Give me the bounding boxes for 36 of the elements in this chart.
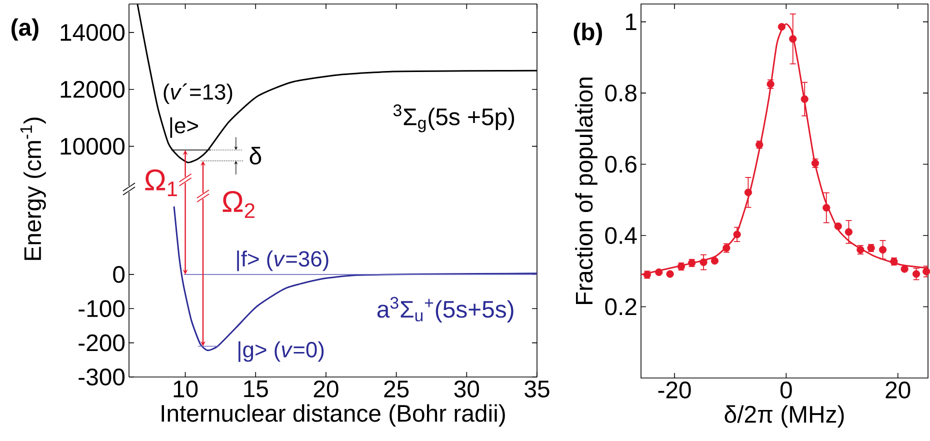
annotation: |f> (v=36) bbox=[237, 250, 328, 272]
x-tick-label: 0 bbox=[780, 382, 792, 398]
x-tick-label: 15 bbox=[244, 380, 268, 398]
annotation: Ω$_{2}$ bbox=[222, 190, 254, 218]
x-axis-title: δ/2π (MHz) bbox=[724, 405, 844, 428]
y-tick-label: 0.2 bbox=[605, 298, 636, 316]
x-tick-label: 20 bbox=[886, 382, 910, 398]
y-tick-label: -300 bbox=[78, 368, 125, 386]
x-tick-label: -20 bbox=[658, 382, 691, 398]
annotation: |e> bbox=[170, 117, 198, 138]
text: (a) bbox=[12, 18, 38, 41]
y-tick-label: 1 bbox=[626, 14, 636, 30]
annotation: Ω$_{1}$ bbox=[145, 169, 177, 196]
annotation: δ bbox=[250, 146, 262, 164]
y-tick-label: 12000 bbox=[60, 80, 125, 98]
y-tick-label: 0.4 bbox=[605, 227, 637, 244]
annotation: a$^{3}$Σ$_{u}$$^{+}$(5s+5s) bbox=[377, 296, 514, 323]
annotation: |g> (v=0) bbox=[238, 341, 324, 362]
y-tick-label: 0.8 bbox=[605, 84, 636, 102]
x-axis-title: Internuclear distance (Bohr radii) bbox=[162, 404, 505, 427]
y-tick-label: 14000 bbox=[60, 24, 125, 41]
annotation: $^{3}$Σ$_{g}$(5s +5p) bbox=[393, 104, 514, 132]
y-tick-label: 0.6 bbox=[605, 156, 636, 173]
x-tick-label: 25 bbox=[384, 380, 409, 398]
y-tick-label: 10000 bbox=[60, 138, 125, 155]
x-tick-label: 35 bbox=[524, 380, 550, 398]
y-tick-label: -200 bbox=[78, 334, 125, 352]
text: (b) bbox=[574, 22, 602, 46]
y-tick-label: -100 bbox=[78, 300, 125, 318]
x-tick-label: 30 bbox=[454, 380, 480, 398]
y-tick-label: 0 bbox=[113, 266, 125, 283]
y-axis-title: Energy (cm$^{-1}$) bbox=[20, 118, 46, 260]
y-axis-title: Fraction of population bbox=[575, 78, 598, 304]
x-tick-label: 10 bbox=[174, 380, 198, 398]
annotation: (v´=13) bbox=[164, 83, 232, 104]
x-tick-label: 20 bbox=[314, 380, 338, 398]
